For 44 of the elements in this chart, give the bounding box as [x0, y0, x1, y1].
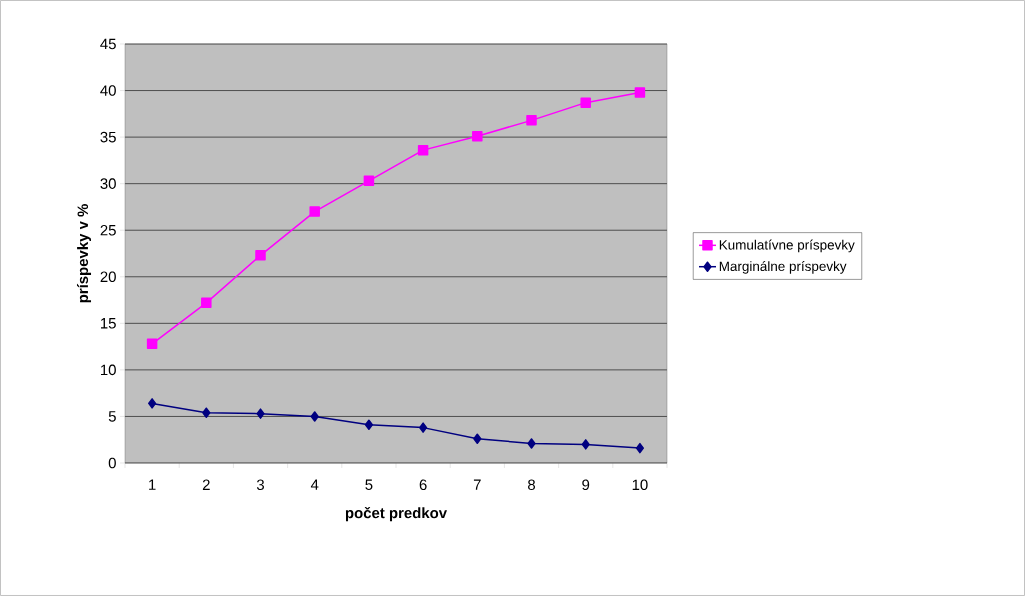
y-tick-label: 45 [100, 38, 116, 50]
point [580, 97, 591, 108]
y-tick-label: 10 [101, 364, 116, 376]
y-tick-label: 5 [108, 411, 116, 422]
point [581, 439, 590, 450]
point [202, 407, 211, 418]
point [473, 433, 482, 445]
point [255, 250, 266, 261]
y-tick-label: 15 [101, 318, 116, 329]
x-tick-label: 9 [582, 479, 590, 491]
point [147, 398, 157, 409]
legend-label: Marginálne príspevky [719, 261, 847, 274]
point [363, 175, 375, 187]
point [146, 338, 158, 350]
point [417, 144, 429, 156]
point [256, 408, 265, 419]
point [310, 411, 319, 422]
y-tick-label: 20 [100, 271, 116, 283]
y-tick-label: 35 [100, 131, 116, 143]
y-tick-label: 25 [100, 224, 116, 236]
point [634, 87, 646, 98]
y-tick-label: 30 [100, 178, 116, 189]
y-tick-label: 40 [100, 85, 116, 96]
point [526, 115, 537, 126]
legend-label: Kumulatívne príspevky [719, 239, 855, 253]
x-tick-label: 1 [149, 479, 156, 490]
point [418, 422, 428, 433]
point [472, 130, 483, 142]
x-axis-title: počet predkov [345, 506, 447, 522]
x-tick-label: 7 [473, 479, 481, 490]
x-tick-label: 2 [202, 479, 210, 490]
x-tick-label: 4 [310, 479, 319, 490]
x-tick-label: 10 [632, 479, 648, 491]
x-tick-label: 3 [256, 479, 265, 491]
y-tick-label: 0 [108, 457, 116, 469]
point [364, 419, 374, 431]
x-tick-label: 5 [365, 479, 373, 490]
point [635, 442, 645, 454]
x-tick-label: 8 [528, 479, 536, 491]
x-tick-label: 6 [419, 479, 427, 491]
point [309, 206, 320, 217]
y-axis-title: príspevky v % [76, 204, 92, 303]
point [527, 438, 536, 449]
point [201, 297, 212, 309]
